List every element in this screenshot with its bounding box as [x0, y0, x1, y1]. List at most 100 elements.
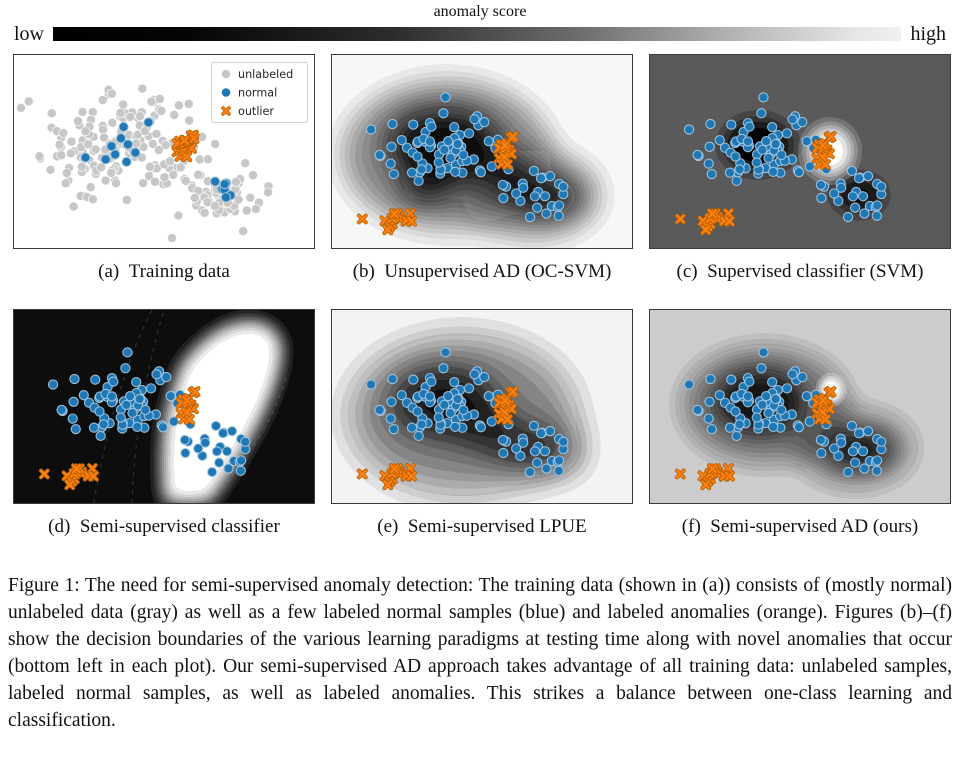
normal-point	[705, 373, 716, 385]
normal-point	[458, 404, 469, 416]
normal-point	[223, 463, 234, 474]
normal-point	[385, 413, 396, 424]
normal-point	[479, 371, 490, 383]
normal-point	[849, 457, 861, 468]
normal-point	[475, 167, 487, 178]
normal-point	[235, 465, 246, 476]
unlabeled-point	[146, 96, 157, 107]
unlabeled-point	[58, 128, 69, 139]
normal-point	[121, 156, 132, 168]
normal-point	[847, 446, 859, 457]
unlabeled-point	[98, 132, 109, 143]
normal-point	[450, 421, 461, 433]
normal-point	[396, 135, 407, 146]
colorbar: anomaly score low high	[0, 0, 960, 44]
outlier-point	[502, 414, 513, 426]
outlier-point	[389, 463, 400, 475]
normal-point	[857, 191, 869, 202]
panel-b-caption: (b) Unsupervised AD (OC-SVM)	[352, 261, 612, 282]
normal-point	[210, 176, 221, 187]
panel-d-cell: (d) Semi-supervised classifier	[13, 309, 315, 564]
unlabeled-point	[202, 154, 213, 165]
unlabeled-point	[245, 192, 256, 203]
unlabeled-point	[97, 95, 108, 106]
normal-point	[836, 437, 847, 448]
unlabeled-point	[209, 200, 220, 211]
panel-e-caption: (e) Semi-supervised LPUE	[377, 516, 587, 537]
normal-point	[539, 191, 551, 202]
normal-point	[69, 373, 80, 385]
unlabeled-point	[137, 83, 148, 94]
normal-point	[797, 116, 808, 128]
normal-point	[744, 121, 755, 132]
unlabeled-point	[96, 162, 107, 173]
normal-point	[553, 210, 564, 221]
normal-point	[706, 168, 717, 180]
unlabeled-point	[135, 111, 146, 122]
normal-point	[131, 377, 142, 388]
normal-point	[442, 391, 454, 402]
outlier-point	[700, 224, 712, 236]
outlier-point	[674, 213, 686, 225]
outlier-point	[38, 468, 50, 480]
normal-point	[744, 376, 755, 387]
normal-point	[80, 152, 91, 163]
normal-point	[763, 407, 774, 419]
panel-c-plot	[649, 54, 951, 249]
normal-point	[240, 436, 251, 447]
normal-point	[757, 144, 768, 155]
unlabeled-point	[61, 168, 72, 179]
unlabeled-point	[241, 205, 252, 216]
normal-point	[449, 122, 460, 133]
outlier-point	[406, 470, 417, 482]
normal-point	[768, 166, 779, 178]
unlabeled-point	[151, 128, 162, 139]
normal-point	[426, 376, 437, 387]
normal-point	[206, 466, 218, 478]
outlier-point	[817, 151, 829, 163]
normal-point	[846, 420, 858, 432]
normal-point	[781, 128, 793, 139]
normal-point	[767, 122, 778, 133]
normal-point	[497, 434, 509, 446]
legend-item-normal: normal	[221, 87, 277, 100]
normal-point	[235, 455, 247, 466]
normal-point	[213, 457, 225, 468]
unlabeled-point	[45, 164, 56, 175]
normal-point	[531, 457, 543, 468]
outlier-point	[674, 468, 686, 480]
outlier-point	[825, 386, 837, 397]
panel-d-plot	[13, 309, 315, 504]
unlabeled-point	[85, 182, 96, 193]
normal-point	[90, 374, 101, 385]
outlier-point	[406, 215, 417, 227]
outlier-point	[499, 394, 511, 406]
scatter-points	[674, 347, 887, 491]
normal-point	[463, 128, 475, 139]
unlabeled-point	[68, 201, 79, 212]
outlier-point	[722, 208, 734, 219]
normal-point	[132, 421, 143, 433]
panel-c-cell: (c) Supervised classifier (SVM)	[649, 54, 951, 309]
normal-point	[413, 175, 424, 187]
panel-e-plot	[331, 309, 633, 504]
unlabeled-point	[106, 167, 117, 178]
normal-point	[724, 167, 736, 178]
normal-point	[412, 406, 423, 417]
outlier-point	[189, 386, 201, 397]
outlier-point	[184, 414, 195, 426]
normal-point	[853, 428, 865, 439]
normal-point	[374, 149, 385, 161]
unlabeled-point	[183, 98, 194, 109]
normal-point	[221, 446, 233, 457]
unlabeled-point	[175, 162, 186, 173]
normal-point	[458, 149, 469, 161]
normal-point	[768, 421, 779, 433]
normal-point	[374, 404, 385, 416]
contour-bands-light	[161, 320, 283, 503]
normal-point	[219, 178, 230, 190]
outlier-point	[700, 479, 712, 491]
normal-point	[452, 393, 463, 405]
unlabeled-point	[156, 105, 167, 116]
normal-point	[396, 390, 407, 401]
